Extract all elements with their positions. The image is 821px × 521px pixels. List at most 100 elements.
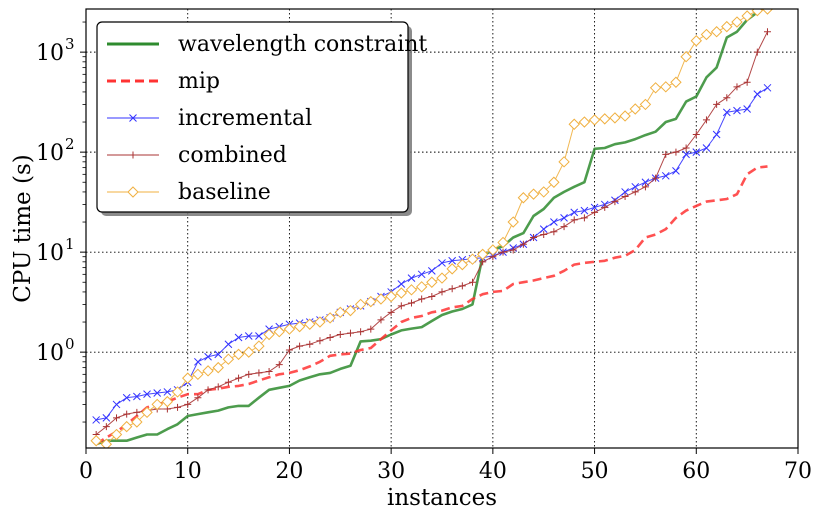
x-marker bbox=[407, 274, 416, 282]
diamond-marker bbox=[548, 176, 560, 188]
data-point bbox=[346, 329, 354, 337]
series-combined bbox=[92, 28, 771, 439]
y-tick-label: 10 bbox=[36, 141, 64, 166]
data-point bbox=[731, 16, 743, 28]
data-point bbox=[133, 392, 141, 401]
data-point bbox=[204, 386, 212, 394]
diamond-marker bbox=[527, 188, 540, 200]
data-point bbox=[192, 368, 204, 381]
data-point bbox=[448, 285, 456, 293]
plus-marker bbox=[113, 414, 121, 422]
data-point bbox=[619, 110, 631, 122]
x-marker bbox=[682, 150, 690, 159]
plus-marker bbox=[713, 100, 721, 108]
diamond-marker bbox=[375, 293, 387, 305]
x-marker bbox=[143, 390, 151, 399]
plus-marker bbox=[611, 198, 619, 206]
data-point bbox=[538, 186, 550, 198]
diamond-marker bbox=[171, 386, 184, 398]
data-point bbox=[131, 416, 143, 428]
data-point bbox=[519, 240, 527, 248]
x-marker bbox=[733, 106, 741, 115]
plus-marker bbox=[285, 346, 293, 354]
plus-marker bbox=[448, 285, 456, 293]
data-point bbox=[507, 216, 519, 228]
x-marker bbox=[438, 259, 446, 267]
x-marker bbox=[397, 280, 406, 288]
data-point bbox=[682, 144, 690, 152]
x-axis-label: instances bbox=[387, 485, 497, 511]
data-point bbox=[194, 357, 202, 366]
data-point bbox=[641, 183, 649, 191]
plus-marker bbox=[255, 369, 263, 377]
data-point bbox=[661, 171, 670, 180]
diamond-marker bbox=[141, 406, 153, 419]
plus-marker bbox=[509, 246, 517, 254]
y-tick-exponent: 3 bbox=[65, 35, 75, 53]
data-point bbox=[171, 386, 184, 398]
diamond-marker bbox=[385, 290, 397, 303]
diamond-marker bbox=[212, 361, 224, 374]
y-tick-exponent: 0 bbox=[65, 335, 75, 353]
series-baseline bbox=[90, 9, 774, 448]
diamond-marker bbox=[466, 253, 479, 265]
data-point bbox=[283, 323, 296, 335]
diamond-marker bbox=[365, 295, 377, 308]
diamond-marker bbox=[127, 186, 139, 198]
y-tick-label: 10 bbox=[36, 41, 64, 66]
x-marker bbox=[133, 392, 141, 401]
x-marker bbox=[153, 389, 162, 397]
data-point bbox=[123, 410, 131, 418]
plus-marker bbox=[245, 370, 253, 378]
data-point bbox=[202, 365, 214, 377]
data-point bbox=[214, 383, 222, 391]
data-point bbox=[285, 346, 293, 354]
x-marker bbox=[550, 218, 558, 226]
plus-marker bbox=[692, 131, 700, 139]
data-point bbox=[92, 416, 101, 424]
diamond-marker bbox=[253, 340, 265, 352]
x-tick-label: 0 bbox=[79, 459, 93, 484]
data-point bbox=[112, 400, 121, 409]
diamond-marker bbox=[354, 298, 367, 311]
data-point bbox=[316, 337, 324, 345]
data-point bbox=[212, 361, 224, 374]
plus-marker bbox=[357, 328, 365, 336]
data-point bbox=[232, 348, 245, 361]
data-point bbox=[275, 361, 283, 369]
plus-marker bbox=[519, 240, 527, 248]
diamond-marker bbox=[731, 16, 743, 28]
legend-entry: baseline bbox=[107, 180, 271, 205]
x-marker bbox=[621, 188, 629, 196]
data-point bbox=[293, 320, 306, 333]
data-point bbox=[194, 394, 202, 402]
diamond-marker bbox=[639, 98, 652, 111]
data-point bbox=[530, 234, 538, 242]
plus-marker bbox=[428, 293, 436, 301]
y-tick-exponent: 1 bbox=[65, 235, 75, 253]
x-tick-label: 30 bbox=[377, 459, 405, 484]
data-point bbox=[334, 306, 346, 319]
diamond-marker bbox=[304, 318, 316, 330]
diamond-marker bbox=[446, 263, 458, 275]
data-point bbox=[375, 293, 387, 305]
data-point bbox=[235, 374, 243, 382]
data-point bbox=[517, 192, 530, 204]
data-point bbox=[713, 100, 721, 108]
plus-marker bbox=[438, 288, 446, 296]
data-point bbox=[133, 408, 141, 416]
plus-marker bbox=[499, 248, 507, 256]
x-marker bbox=[255, 332, 263, 340]
diamond-marker bbox=[476, 248, 489, 261]
data-point bbox=[427, 266, 436, 275]
plus-marker bbox=[621, 193, 629, 201]
data-point bbox=[548, 176, 560, 188]
diamond-marker bbox=[273, 326, 285, 338]
data-point bbox=[712, 130, 721, 139]
plus-marker bbox=[682, 144, 690, 152]
diamond-marker bbox=[558, 156, 570, 168]
data-point bbox=[458, 282, 466, 290]
data-point bbox=[306, 340, 314, 348]
diamond-marker bbox=[761, 9, 774, 15]
x-marker bbox=[753, 90, 762, 99]
